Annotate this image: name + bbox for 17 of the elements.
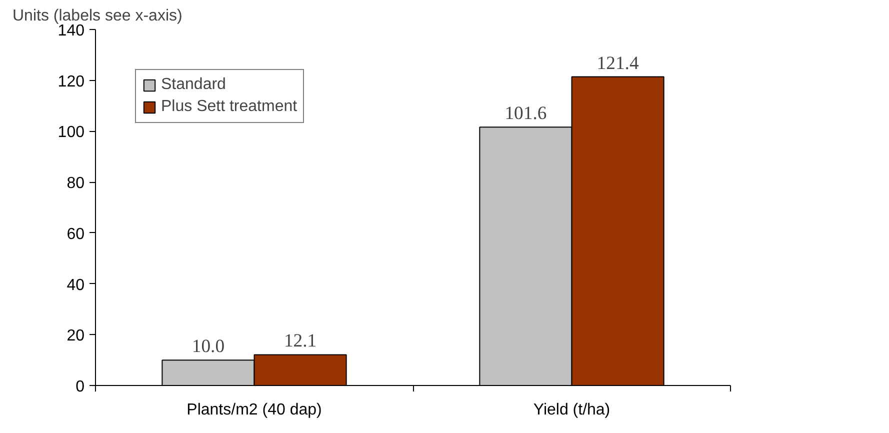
y-tick-label: 140 xyxy=(58,22,85,40)
legend-label: Standard xyxy=(161,76,226,94)
y-tick-label: 100 xyxy=(58,124,85,142)
y-tick-label: 120 xyxy=(58,73,85,90)
y-tick-label: 60 xyxy=(66,226,85,243)
x-tick-label: Yield (t/ha) xyxy=(533,402,610,418)
y-axis-title: Units (labels see x-axis) xyxy=(12,8,182,24)
legend-label: Plus Sett treatment xyxy=(161,98,298,116)
y-tick-label: 20 xyxy=(66,328,85,345)
y-tick-label: 0 xyxy=(76,378,85,396)
y-tick-label: 80 xyxy=(66,175,85,192)
data-label: 121.4 xyxy=(596,52,640,74)
data-label: 101.6 xyxy=(504,103,547,124)
data-label: 12.1 xyxy=(284,330,317,352)
y-tick-label: 40 xyxy=(66,276,85,294)
data-label: 10.0 xyxy=(192,336,225,358)
x-tick-label: Plants/m2 (40 dap) xyxy=(186,402,322,418)
